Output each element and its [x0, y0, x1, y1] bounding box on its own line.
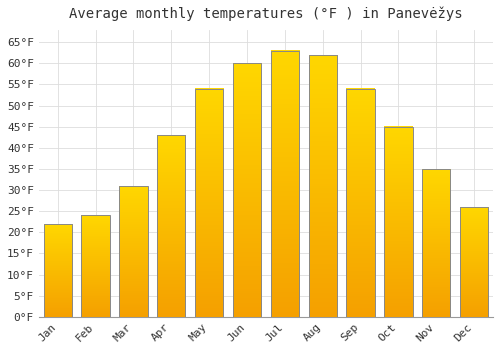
Title: Average monthly temperatures (°F ) in Panevėžys: Average monthly temperatures (°F ) in Pa… [69, 7, 462, 21]
Bar [460, 207, 488, 317]
Bar [82, 215, 110, 317]
Bar [384, 127, 412, 317]
Bar [233, 63, 261, 317]
Bar [195, 89, 224, 317]
Bar [422, 169, 450, 317]
Bar [270, 51, 299, 317]
Bar [308, 55, 337, 317]
Bar [119, 186, 148, 317]
Bar [346, 89, 375, 317]
Bar [44, 224, 72, 317]
Bar [157, 135, 186, 317]
